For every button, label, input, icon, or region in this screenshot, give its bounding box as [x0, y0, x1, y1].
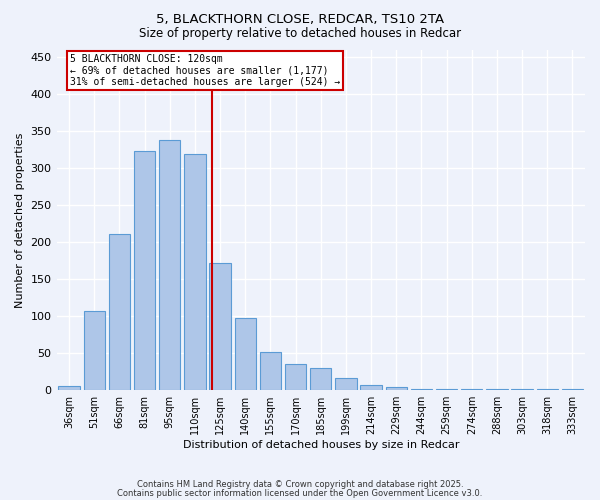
Bar: [184, 154, 206, 390]
Bar: [386, 386, 407, 390]
Text: 5 BLACKTHORN CLOSE: 120sqm
← 69% of detached houses are smaller (1,177)
31% of s: 5 BLACKTHORN CLOSE: 120sqm ← 69% of deta…: [70, 54, 340, 87]
Bar: [285, 364, 307, 390]
Bar: [361, 385, 382, 390]
Text: Contains HM Land Registry data © Crown copyright and database right 2025.: Contains HM Land Registry data © Crown c…: [137, 480, 463, 489]
X-axis label: Distribution of detached houses by size in Redcar: Distribution of detached houses by size …: [182, 440, 459, 450]
Text: Contains public sector information licensed under the Open Government Licence v3: Contains public sector information licen…: [118, 489, 482, 498]
Bar: [58, 386, 80, 390]
Bar: [83, 311, 105, 390]
Bar: [235, 318, 256, 390]
Bar: [109, 234, 130, 390]
Text: 5, BLACKTHORN CLOSE, REDCAR, TS10 2TA: 5, BLACKTHORN CLOSE, REDCAR, TS10 2TA: [156, 12, 444, 26]
Y-axis label: Number of detached properties: Number of detached properties: [15, 132, 25, 308]
Text: Size of property relative to detached houses in Redcar: Size of property relative to detached ho…: [139, 28, 461, 40]
Bar: [310, 368, 331, 390]
Bar: [134, 152, 155, 390]
Bar: [209, 263, 231, 390]
Bar: [260, 352, 281, 390]
Bar: [411, 388, 432, 390]
Bar: [335, 378, 356, 390]
Bar: [159, 140, 181, 390]
Bar: [562, 388, 583, 390]
